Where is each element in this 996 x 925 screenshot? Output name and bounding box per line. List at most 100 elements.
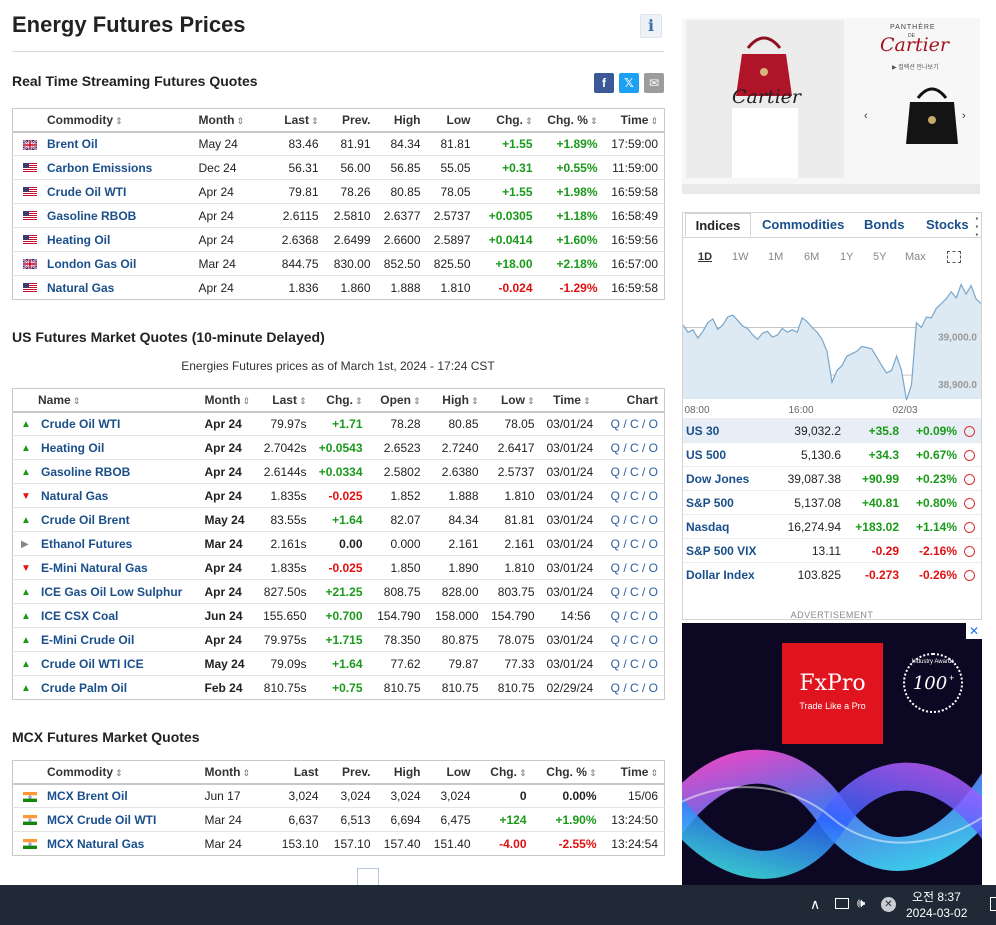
commodity-name-cell[interactable]: ▲ Gasoline RBOB <box>12 459 199 484</box>
column-header-time[interactable]: Time ⇕ <box>602 760 665 785</box>
table-row[interactable]: ▲ Crude Oil WTI ICE May 24 79.09s +1.64 77.62… <box>12 651 665 676</box>
commodity-link[interactable]: MCX Crude Oil WTI <box>47 812 157 827</box>
commodity-link[interactable]: Crude Palm Oil <box>41 680 128 695</box>
commodity-link[interactable]: E-Mini Natural Gas <box>41 560 148 575</box>
table-row[interactable]: ▲ Crude Palm Oil Feb 24 810.75s +0.75 810.75 8… <box>12 675 665 700</box>
column-header-chg-[interactable]: Chg. ⇕ <box>312 388 369 413</box>
period-1d[interactable]: 1D <box>698 251 713 263</box>
commodity-name-cell[interactable]: ▼ Natural Gas <box>12 483 199 508</box>
sort-icon[interactable]: ⇕ <box>650 767 658 778</box>
sort-icon[interactable]: ⇕ <box>354 395 363 406</box>
table-row[interactable]: ▲ Crude Oil Brent May 24 83.55s +1.64 82.07 84… <box>12 507 665 532</box>
commodity-name-cell[interactable]: MCX Natural Gas <box>12 831 199 856</box>
sort-icon[interactable]: ⇕ <box>524 115 533 126</box>
column-header-name[interactable]: Name ⇕ <box>12 388 199 413</box>
email-share-icon[interactable]: ✉ <box>644 73 664 93</box>
chart-links-cell[interactable]: Q / C / O <box>596 459 665 484</box>
sort-icon[interactable]: ⇕ <box>589 115 598 126</box>
index-row[interactable]: S&P 500 5,137.08 +40.81 +0.80% <box>683 490 981 514</box>
column-header-low[interactable]: Low ⇕ <box>484 388 541 413</box>
table-row[interactable]: ▲ ICE CSX Coal Jun 24 155.650 +0.700 154.790 1… <box>12 603 665 628</box>
chart-links-cell[interactable]: Q / C / O <box>596 531 665 556</box>
period-1y[interactable]: 1Y <box>840 251 854 263</box>
commodity-link[interactable]: ICE CSX Coal <box>41 608 119 623</box>
commodity-name-cell[interactable]: Crude Oil WTI <box>12 179 193 204</box>
commodity-link[interactable]: Natural Gas <box>47 280 115 295</box>
sort-icon[interactable]: ⇕ <box>588 767 597 778</box>
commodity-name-cell[interactable]: ▲ ICE CSX Coal <box>12 603 199 628</box>
network-icon[interactable] <box>835 898 849 909</box>
sort-icon[interactable]: ⇕ <box>298 395 307 406</box>
commodity-name-cell[interactable]: Carbon Emissions <box>12 155 193 180</box>
sort-icon[interactable]: ⇕ <box>310 115 319 126</box>
chart-links-cell[interactable]: Q / C / O <box>596 411 665 436</box>
commodity-name-cell[interactable]: ▲ Crude Oil WTI ICE <box>12 651 199 676</box>
ad-close-icon[interactable]: ✕ <box>966 623 982 639</box>
commodity-name-cell[interactable]: MCX Crude Oil WTI <box>12 807 199 832</box>
notification-off-icon[interactable]: ✕ <box>881 897 896 912</box>
index-row[interactable]: S&P 500 VIX 13.11 -0.29 -2.16% <box>683 538 981 562</box>
table-row[interactable]: ▼ E-Mini Natural Gas Apr 24 1.835s -0.025 1.8… <box>12 555 665 580</box>
sort-icon[interactable]: ⇕ <box>115 115 123 126</box>
index-name[interactable]: Dollar Index <box>686 568 755 582</box>
commodity-name-cell[interactable]: ▲ Crude Palm Oil <box>12 675 199 700</box>
column-header-commodity[interactable]: Commodity ⇕ <box>12 108 193 133</box>
index-name[interactable]: US 30 <box>686 424 720 438</box>
table-row[interactable]: Brent Oil May 24 83.46 81.91 84.34 81.81 +1.55… <box>12 131 665 156</box>
carousel-prev-icon[interactable]: ‹ <box>864 110 868 122</box>
commodity-link[interactable]: MCX Natural Gas <box>47 836 145 851</box>
commodity-link[interactable]: London Gas Oil <box>47 256 137 271</box>
table-row[interactable]: London Gas Oil Mar 24 844.75 830.00 852.50 82… <box>12 251 665 276</box>
sort-icon[interactable]: ⇕ <box>582 395 591 406</box>
commodity-link[interactable]: Crude Oil Brent <box>41 512 130 527</box>
fxpro-ad[interactable]: FxPro Trade Like a Pro Industry Awards 1… <box>682 623 982 885</box>
column-header-last[interactable]: Last ⇕ <box>262 108 325 133</box>
commodity-name-cell[interactable]: Heating Oil <box>12 227 193 252</box>
info-icon[interactable]: i <box>640 14 662 38</box>
commodity-link[interactable]: Natural Gas <box>41 488 109 503</box>
cartier-cta[interactable]: ▶ 컬렉션 만나보기 <box>892 65 939 71</box>
facebook-share-icon[interactable]: f <box>594 73 614 93</box>
table-row[interactable]: MCX Natural Gas Mar 24 153.10 157.10 157.40 1… <box>12 831 665 856</box>
chart-links-cell[interactable]: Q / C / O <box>596 579 665 604</box>
commodity-name-cell[interactable]: MCX Brent Oil <box>12 783 199 808</box>
table-row[interactable]: ▲ Gasoline RBOB Apr 24 2.6144s +0.0334 2.5802… <box>12 459 665 484</box>
table-row[interactable]: MCX Crude Oil WTI Mar 24 6,637 6,513 6,694 6,… <box>12 807 665 832</box>
tab-commodities[interactable]: Commodities <box>762 217 845 232</box>
table-row[interactable]: ▼ Natural Gas Apr 24 1.835s -0.025 1.852 1.888… <box>12 483 665 508</box>
index-row[interactable]: Nasdaq 16,274.94 +183.02 +1.14% <box>683 514 981 538</box>
column-header-chg-[interactable]: Chg. % ⇕ <box>532 760 603 785</box>
period-1m[interactable]: 1M <box>768 251 784 263</box>
column-header-time[interactable]: Time ⇕ <box>603 108 665 133</box>
sort-icon[interactable]: ⇕ <box>526 395 535 406</box>
table-row[interactable]: Crude Oil WTI Apr 24 79.81 78.26 80.85 78.05 +… <box>12 179 665 204</box>
chart-links-cell[interactable]: Q / C / O <box>596 483 665 508</box>
commodity-link[interactable]: MCX Brent Oil <box>47 788 128 803</box>
column-header-last[interactable]: Last ⇕ <box>254 388 313 413</box>
chart-links-cell[interactable]: Q / C / O <box>596 555 665 580</box>
table-row[interactable]: ▶ Ethanol Futures Mar 24 2.161s 0.00 0.000 2.1… <box>12 531 665 556</box>
commodity-name-cell[interactable]: London Gas Oil <box>12 251 193 276</box>
commodity-link[interactable]: Carbon Emissions <box>47 160 153 175</box>
tab-bonds[interactable]: Bonds <box>864 217 905 232</box>
commodity-link[interactable]: Gasoline RBOB <box>41 464 131 479</box>
sort-icon[interactable]: ⇕ <box>72 395 81 406</box>
chart-links-cell[interactable]: Q / C / O <box>596 507 665 532</box>
period-1w[interactable]: 1W <box>732 251 749 263</box>
commodity-link[interactable]: Ethanol Futures <box>41 536 133 551</box>
chart-links-cell[interactable]: Q / C / O <box>596 603 665 628</box>
column-header-month[interactable]: Month ⇕ <box>198 388 255 413</box>
commodity-name-cell[interactable]: ▲ Heating Oil <box>12 435 199 460</box>
period-max[interactable]: Max <box>905 251 926 263</box>
period-5y[interactable]: 5Y <box>873 251 887 263</box>
tab-indices[interactable]: Indices <box>685 213 751 237</box>
index-row[interactable]: Dow Jones 39,087.38 +90.99 +0.23% <box>683 466 981 490</box>
column-header-time[interactable]: Time ⇕ <box>540 388 597 413</box>
commodity-name-cell[interactable]: Gasoline RBOB <box>12 203 193 228</box>
column-header-commodity[interactable]: Commodity ⇕ <box>12 760 199 785</box>
column-header-high[interactable]: High ⇕ <box>426 388 485 413</box>
fullscreen-icon[interactable] <box>947 251 961 263</box>
more-tabs-icon[interactable]: · · · <box>975 211 980 242</box>
sort-icon[interactable]: ⇕ <box>242 395 251 406</box>
chart-links-cell[interactable]: Q / C / O <box>596 675 665 700</box>
